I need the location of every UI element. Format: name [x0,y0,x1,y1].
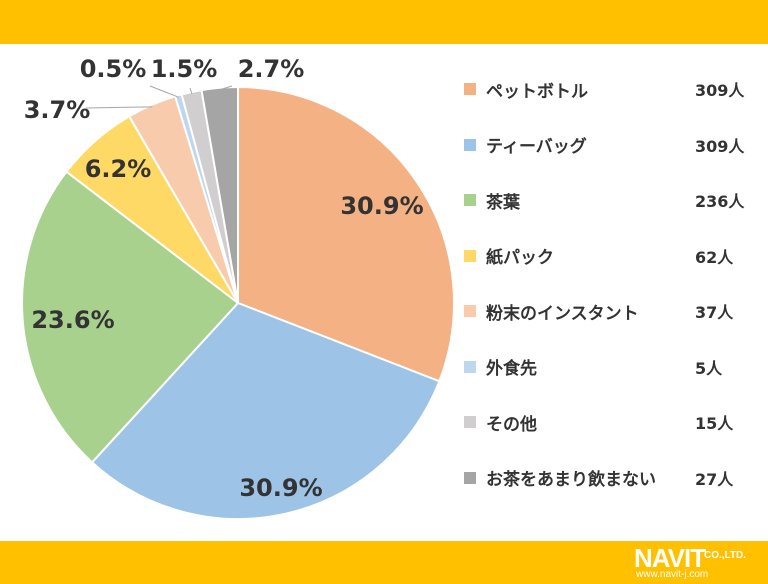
leader-line-7 [189,87,193,95]
legend-item: ティーバッグ 309人 [464,130,764,160]
slice-2 [90,301,441,520]
percent-label-6: 0.5% [80,55,147,83]
legend-item: 外食先 5人 [464,352,764,382]
legend-swatch [464,305,476,317]
legend-label: その他 [486,414,537,435]
percent-label-3: 23.6% [31,306,114,334]
pie-slices [21,85,455,520]
legend-item: 紙パック 62人 [464,241,764,271]
legend-count: 236人 [695,192,745,211]
legend-count: 309人 [695,81,745,100]
legend-swatch [464,471,476,484]
legend-label: お茶をあまり飲まない [486,470,656,490]
slice-labels: 30.9% 30.9% 23.6% 6.2% 3.7% 0.5% 1.5% 2.7% [24,55,424,502]
legend-label: 紙パック [486,248,554,268]
pie-chart: 30.9% 30.9% 23.6% 6.2% 3.7% 0.5% 1.5% 2.7% [21,55,455,520]
legend-label: 外食先 [486,359,537,379]
percent-label-5: 3.7% [24,96,91,124]
logo-suffix: CO.,LTD. [704,550,747,561]
legend-count: 37人 [695,303,734,322]
legend-count: 27人 [695,469,734,489]
legend-swatch [464,194,476,206]
legend-swatch [464,416,476,428]
legend-label: 茶葉 [486,192,520,213]
slice-8 [200,85,239,304]
logo-brand: NAVIT [634,543,706,573]
legend-item: その他 15人 [464,407,764,437]
legend-count: 15人 [695,414,734,433]
percent-label-8: 2.7% [238,55,305,83]
leader-lines [85,85,233,109]
legend-count: 5人 [695,358,723,378]
legend-count: 62人 [695,247,734,267]
legend-swatch [464,83,476,95]
top-banner [0,0,768,44]
legend-label: ペットボトル [486,81,588,102]
leader-line-8 [219,85,233,91]
legend-label: ティーバッグ [486,137,587,157]
leader-line-5 [85,106,153,109]
legend-item: ペットボトル 309人 [464,74,764,104]
percent-label-1: 30.9% [340,192,423,220]
percent-label-2: 30.9% [239,474,322,502]
legend-item: 茶葉 236人 [464,185,764,215]
legend-label: 粉末のインスタント [486,303,639,324]
slice-3 [21,170,240,464]
legend-item: 粉末のインスタント 37人 [464,296,764,326]
percent-label-7: 1.5% [151,55,218,83]
bottom-banner [0,541,768,584]
legend-item: お茶をあまり飲まない 27人 [464,463,764,493]
slice-1 [237,85,455,383]
legend-swatch [464,138,476,151]
legend-count: 309人 [695,136,745,156]
navit-logo: NAVIT CO.,LTD. www.navit-j.com [634,543,754,583]
legend-swatch [464,249,476,262]
logo-url: www.navit-j.com [636,569,709,580]
legend-swatch [464,360,476,373]
leader-line-6 [149,85,180,98]
percent-label-4: 6.2% [85,155,152,183]
